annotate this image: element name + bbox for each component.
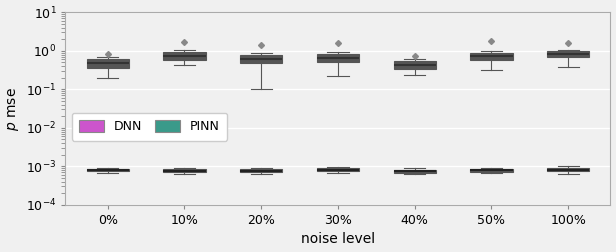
PathPatch shape [394,61,436,69]
PathPatch shape [163,169,206,172]
X-axis label: noise level: noise level [301,232,375,246]
PathPatch shape [87,59,129,68]
PathPatch shape [471,169,513,172]
PathPatch shape [240,169,282,172]
PathPatch shape [87,169,129,171]
PathPatch shape [547,168,590,171]
PathPatch shape [163,52,206,60]
PathPatch shape [471,53,513,60]
PathPatch shape [317,54,359,62]
Legend: DNN, PINN: DNN, PINN [71,113,227,141]
Y-axis label: $p$ mse: $p$ mse [6,87,20,131]
PathPatch shape [547,51,590,57]
PathPatch shape [394,170,436,173]
PathPatch shape [240,55,282,63]
PathPatch shape [317,168,359,171]
